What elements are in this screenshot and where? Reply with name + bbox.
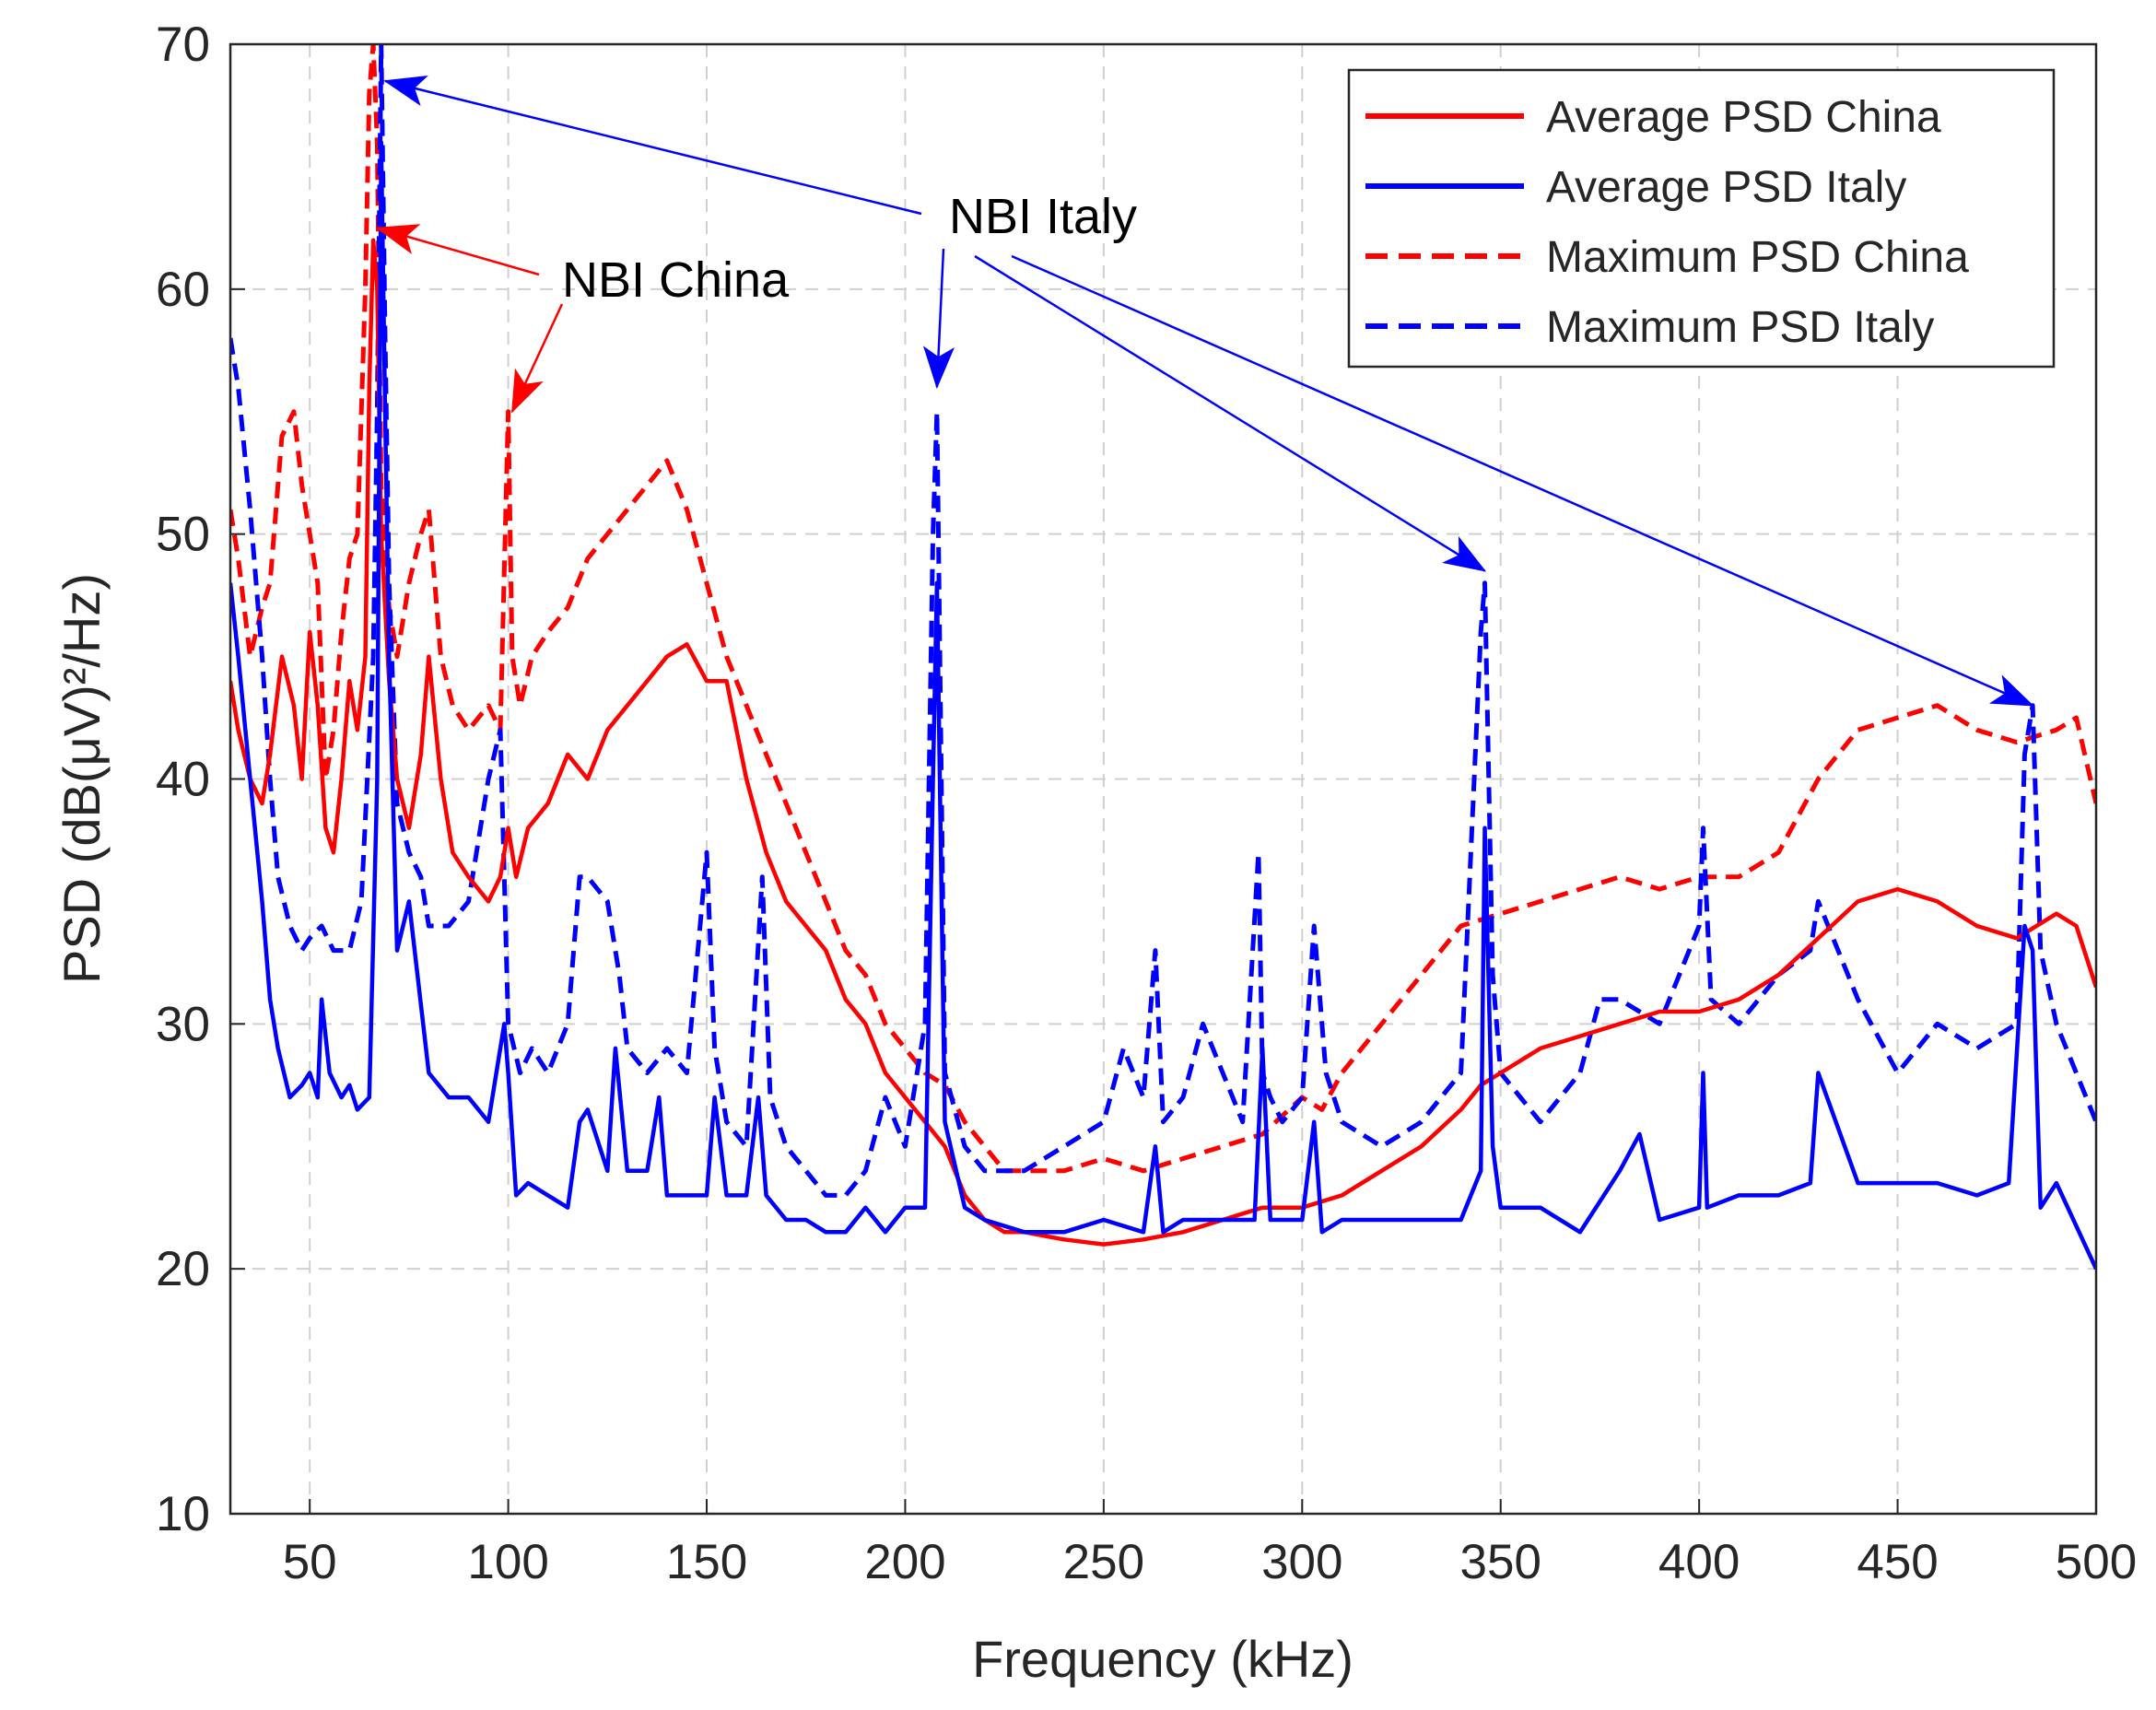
y-tick-label: 30: [156, 997, 210, 1051]
x-tick-label: 450: [1857, 1535, 1938, 1589]
x-tick-label: 200: [864, 1535, 945, 1589]
annotation-arrow: [510, 303, 564, 414]
annotation-arrow: [974, 254, 1487, 572]
x-tick-label: 500: [2056, 1535, 2137, 1589]
annotation-label: NBI China: [562, 252, 790, 308]
x-tick-label: 100: [467, 1535, 548, 1589]
x-tick-label: 400: [1658, 1535, 1740, 1589]
x-tick-label: 250: [1063, 1535, 1144, 1589]
annotation-arrow: [923, 248, 955, 390]
legend-entry: Maximum PSD Italy: [1546, 303, 1934, 352]
series-line-average-psd-china: [230, 238, 2096, 1247]
y-tick-label: 20: [156, 1242, 210, 1296]
x-axis-label: Frequency (kHz): [972, 1630, 1353, 1688]
x-tick-label: 150: [666, 1535, 747, 1589]
y-tick-label: 50: [156, 508, 210, 562]
y-tick-label: 40: [156, 753, 210, 807]
legend-box: [1347, 68, 2056, 369]
y-tick-label: 10: [156, 1487, 210, 1541]
x-tick-label: 350: [1460, 1535, 1541, 1589]
annotation-arrow: [1011, 254, 2034, 707]
series-line-maximum-psd-italy: [230, 44, 2096, 1198]
annotation-label: NBI Italy: [949, 189, 1137, 244]
legend: Average PSD China Average PSD Italy Maximu…: [1347, 68, 2056, 369]
series-line-maximum-psd-china: [230, 44, 2096, 1174]
series-line-average-psd-italy: [230, 140, 2096, 1271]
annotation-arrow: [375, 224, 540, 276]
y-tick-label: 70: [156, 18, 210, 72]
x-tick-label: 50: [283, 1535, 337, 1589]
annotation-arrow: [383, 75, 922, 216]
legend-entry: Maximum PSD China: [1546, 233, 1969, 282]
legend-entry: Average PSD Italy: [1546, 163, 1906, 212]
axis-ticks: 50 100 150 200 250 300 350 400 450 500 10 20 30 40 50 6…: [156, 18, 2137, 1589]
y-axis-label: PSD (dB(μV)²/Hz): [53, 573, 111, 984]
series-layer: [230, 44, 2096, 1271]
y-tick-label: 60: [156, 263, 210, 317]
legend-entry: Average PSD China: [1546, 93, 1941, 142]
x-tick-label: 300: [1261, 1535, 1342, 1589]
annotations: NBI China NBI Italy: [375, 75, 2034, 707]
